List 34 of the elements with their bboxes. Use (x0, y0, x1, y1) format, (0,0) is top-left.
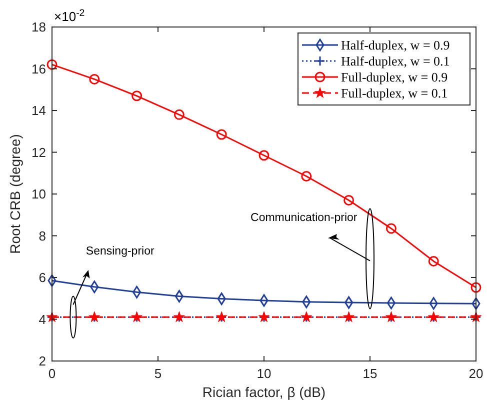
point (301, 171, 312, 182)
legend-label: Full-duplex, w = 0.1 (341, 86, 448, 100)
y-tick-label: 18 (32, 20, 46, 34)
annotation: Sensing-prior (86, 246, 154, 258)
point (216, 129, 227, 140)
point (89, 74, 100, 84)
y-tick-label: 6 (38, 270, 46, 285)
annotation: Communication-prior (250, 212, 358, 224)
point (428, 256, 439, 266)
legend-label: Half-duplex, w = 0.1 (341, 54, 450, 68)
x-tick-label: 15 (362, 366, 378, 381)
y-tick-label: 16 (32, 61, 46, 76)
point (46, 59, 58, 70)
y-tick-label: 4 (38, 312, 46, 327)
x-tick-label: 20 (468, 366, 484, 381)
x-tick-label: 0 (48, 366, 56, 381)
y-tick-label: 12 (32, 144, 46, 160)
x-axis-title: Rician factor, β (dB) (202, 384, 326, 400)
legend-label: Half-duplex, w = 0.9 (341, 38, 450, 52)
text: ×10$^{-2}$ (54, 8, 85, 24)
y-tick-label: 10 (32, 186, 46, 202)
x-tick-label: 10 (256, 366, 272, 381)
point (470, 282, 482, 293)
point (386, 223, 396, 234)
point (258, 150, 270, 161)
x-tick-label: 5 (154, 366, 162, 381)
y-tick-label: 2 (38, 354, 46, 368)
point (344, 195, 354, 206)
y-tick-label: 8 (38, 228, 46, 244)
y-tick-label: 14 (32, 103, 46, 118)
point (132, 90, 142, 102)
legend-label: Full-duplex, w = 0.9 (341, 70, 448, 84)
point (174, 109, 184, 120)
y-axis-title: Root CRB (degree) (7, 134, 23, 254)
